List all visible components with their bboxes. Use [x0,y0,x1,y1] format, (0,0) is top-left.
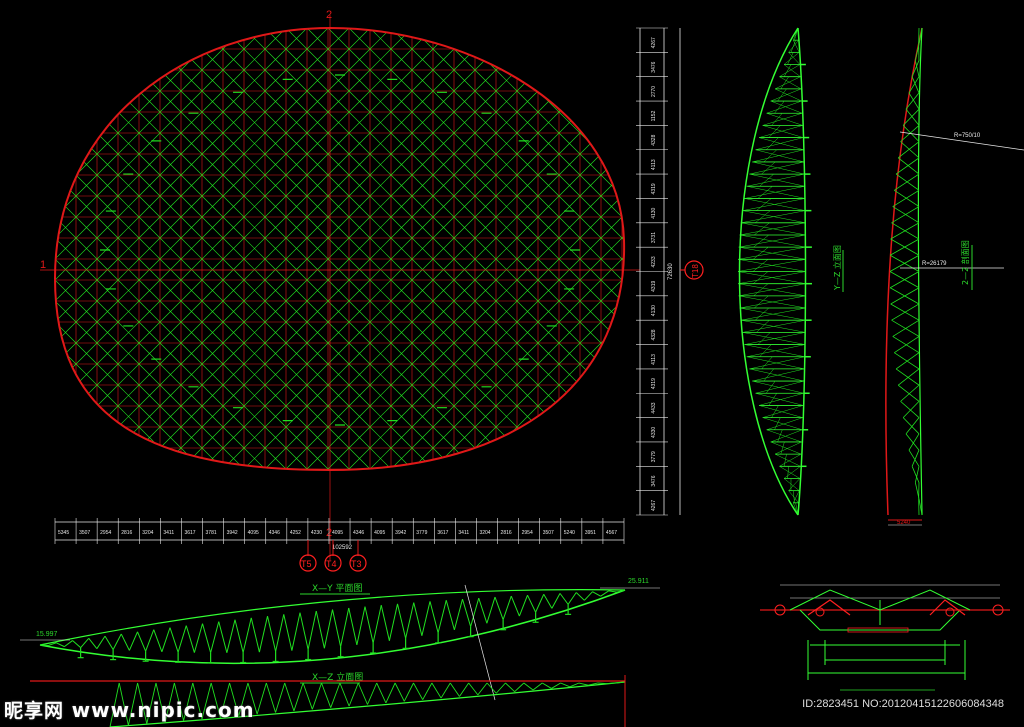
bottom-dimension-label: 4346 [269,530,280,536]
bottom-dimension-chain: 5345 3507 2954 2816 3204 3411 3617 3781 3942 4095… [54,518,625,551]
plan-boundary [53,26,626,472]
right-dimension-label: 4328 [651,329,657,340]
right-dimension-label: 2770 [651,86,657,97]
bottom-dimension-label: 3204 [142,530,153,536]
right-dimension-label: 3476 [651,475,657,486]
bottom-dimension-label: 3411 [163,530,174,536]
bottom-dimension-label: 4252 [290,530,301,536]
bottom-dimension-label: 2954 [100,530,111,536]
plan-grid [55,28,625,470]
support-detail [760,584,1010,691]
right-dimension-label: 4433 [651,402,657,413]
plan-title: X—Y 平面图 [312,583,363,594]
bottom-dimension-label: 4095 [332,530,343,536]
bottom-dimension-label: 3507 [543,530,554,536]
bottom-dimension-label: 4095 [374,530,385,536]
bottom-dimension-label: 3779 [416,530,427,536]
bottom-dimension-label: 3204 [479,530,490,536]
right-dimension-label: 4330 [651,427,657,438]
yz-elevation: Y—Z 立面图 [737,27,844,516]
right-dimension-label: 4113 [651,159,657,170]
bottom-dimension-label: 5345 [58,530,69,536]
bottom-dimension-label: 3507 [79,530,90,536]
watermark: 昵享网 www.nipic.com [4,696,255,723]
bottom-dimension-label: 2816 [501,530,512,536]
yz-title: Y—Z 立面图 [832,245,842,291]
bottom-dimension-label: 4346 [353,530,364,536]
bottom-dimension-label: 4095 [248,530,259,536]
xz-title: X—Z 立面图 [312,671,363,683]
right-dimension-label: 3731 [651,232,657,243]
right-dimension-label: 4319 [651,378,657,389]
bottom-dimension-label: 3617 [184,530,195,536]
bottom-dimension-label: 5240 [564,530,575,536]
right-dimension-label: 4233 [651,256,657,267]
right-total-dimension: 72630 [668,263,674,280]
marker-t3: T3 [351,559,362,569]
radius-label-a: R=750/10 [954,133,981,139]
right-dimension-label: 4267 [651,500,657,511]
right-dimension-label: 1152 [651,110,657,121]
right-dimension-label: 3779 [651,451,657,462]
elevation-right: 25.911 [628,578,649,585]
bottom-dimension-label: 4230 [311,530,322,536]
marker-t5: T5 [301,559,312,569]
marker-t18: T18 [691,264,700,278]
elevation-left: 15.997 [36,631,58,638]
bottom-dimension-label: 2954 [522,530,533,536]
right-dimension-label: 4319 [651,183,657,194]
bottom-dimension-label: 4567 [606,530,617,536]
bottom-dimension-label: 3781 [206,530,217,536]
axis-label-left: 1 [40,259,46,271]
right-dimension-label: 3476 [651,61,657,72]
image-id: ID:2823451 NO:20120415122606084348 [802,698,1004,710]
bottom-total-dimension: 102592 [332,545,353,551]
bottom-dimension-label: 3951 [585,530,596,536]
right-dimension-label: 4113 [651,354,657,365]
section-2-2: 5240 R=750/10 R=26179 2—2 剖面图 [885,27,1024,526]
right-dimension-label: 4319 [651,281,657,292]
right-dimension-chain: 4267 3476 2770 1152 4328 4113 4319 4130 3731 4233… [636,27,704,516]
section-span: 5240 [897,520,911,526]
marker-t4: T4 [326,559,337,569]
watermark-site: www.nipic.com [71,698,255,722]
section-title: 2—2 剖面图 [960,240,970,285]
axis-label-top: 2 [326,9,332,21]
grid-markers-bottom: T5 T4 T3 [299,540,367,572]
bottom-dimension-label: 3942 [395,530,406,536]
right-dimension-label: 4130 [651,207,657,218]
right-dimension-label: 4328 [651,134,657,145]
bottom-dimension-label: 3617 [437,530,448,536]
xz-elevation: 25.911 15.997 X—Z 立面图 [20,578,660,727]
bottom-dimension-label: 3411 [458,530,469,536]
watermark-brand: 昵享网 [4,700,65,722]
bottom-dimension-label: 2816 [121,530,132,536]
right-dimension-label: 4130 [651,305,657,316]
bottom-dimension-label: 3942 [227,530,238,536]
plan-view: 2 1 2 [40,9,640,560]
radius-label-b: R=26179 [922,261,947,267]
right-dimension-label: 4267 [651,37,657,48]
